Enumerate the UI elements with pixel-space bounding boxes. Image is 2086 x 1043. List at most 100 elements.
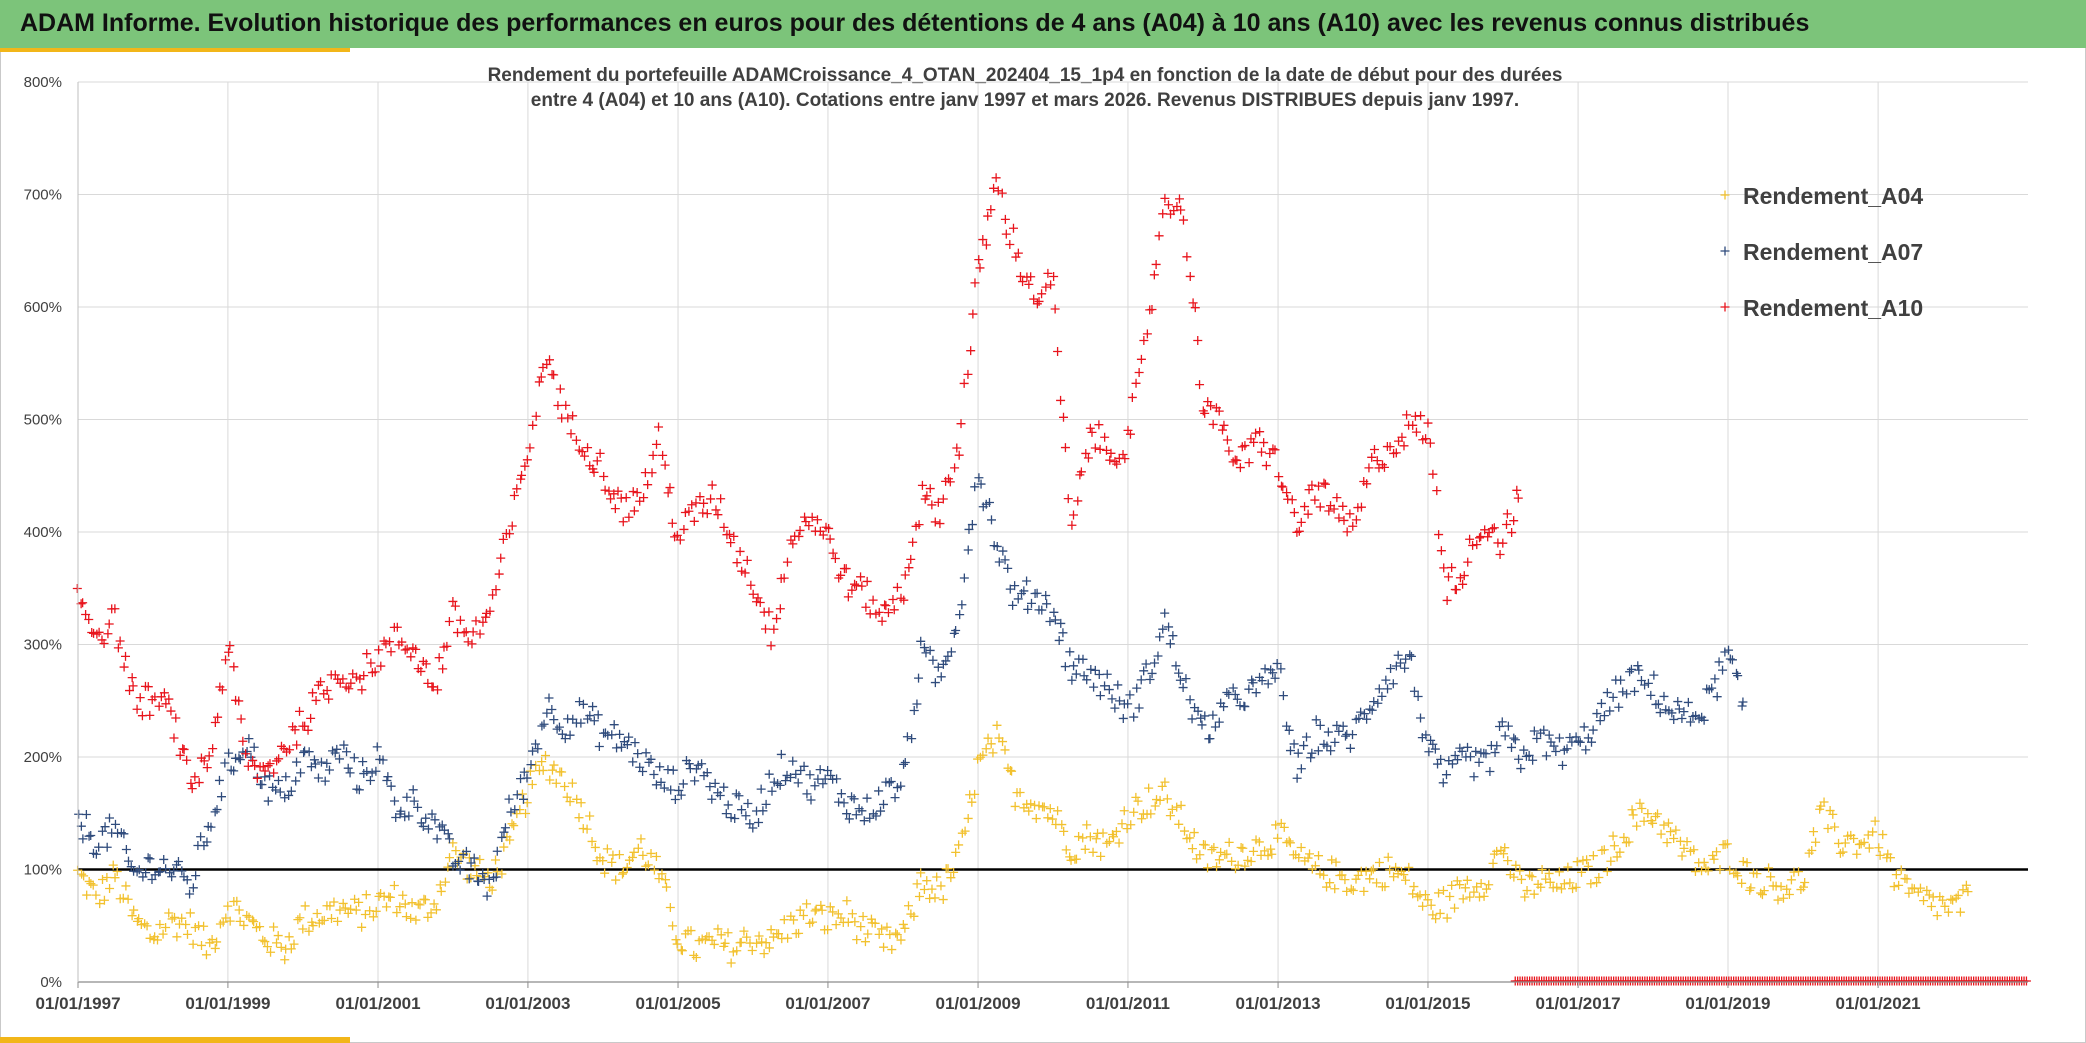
data-point: [1332, 493, 1342, 503]
data-point: [1635, 798, 1645, 808]
data-point: [659, 783, 669, 793]
data-point: [482, 891, 492, 901]
data-point: [260, 937, 270, 947]
data-point: [383, 772, 393, 782]
data-point: [747, 946, 757, 956]
data-point: [232, 896, 242, 906]
data-point: [105, 884, 115, 894]
data-point: [758, 806, 768, 816]
data-point: [135, 693, 145, 703]
data-point: [509, 491, 519, 501]
data-point: [774, 929, 784, 939]
data-point: [275, 787, 285, 797]
data-point: [567, 778, 577, 788]
data-point: [242, 910, 252, 920]
data-point: [649, 865, 659, 875]
data-point: [622, 740, 632, 750]
data-point: [1554, 733, 1564, 743]
data-point: [263, 796, 273, 806]
data-point: [324, 765, 334, 775]
data-point: [992, 541, 1002, 551]
data-point: [859, 816, 869, 826]
data-point: [242, 747, 252, 757]
data-point: [494, 569, 504, 579]
data-point: [1278, 482, 1288, 492]
data-point: [362, 649, 372, 659]
data-point: [772, 614, 782, 624]
data-point: [1571, 732, 1581, 742]
data-point: [438, 664, 448, 674]
data-point: [1232, 455, 1242, 465]
data-point: [585, 811, 595, 821]
data-point: [588, 702, 598, 712]
data-point: [1438, 885, 1448, 895]
data-point: [900, 758, 910, 768]
data-point: [1132, 683, 1142, 693]
data-point: [1596, 698, 1606, 708]
data-point: [400, 812, 410, 822]
data-point: [547, 704, 557, 714]
data-point: [898, 919, 908, 929]
data-point: [675, 535, 685, 545]
data-point: [828, 907, 838, 917]
data-point: [330, 670, 340, 680]
data-point: [1356, 502, 1366, 512]
data-point: [1185, 833, 1195, 843]
data-point: [119, 662, 129, 672]
data-point: [361, 890, 371, 900]
data-point: [1109, 832, 1119, 842]
data-point: [1388, 679, 1398, 689]
data-point: [1366, 866, 1376, 876]
data-point: [1057, 820, 1067, 830]
data-point: [229, 662, 239, 672]
data-point: [171, 713, 181, 723]
data-point: [949, 867, 959, 877]
data-point: [292, 757, 302, 767]
data-point: [1046, 280, 1056, 290]
data-point: [614, 850, 624, 860]
data-point: [1492, 846, 1502, 856]
x-tick-label: 01/01/2019: [1685, 994, 1770, 1013]
data-point: [1112, 459, 1122, 469]
data-point: [221, 655, 231, 665]
data-point: [1423, 418, 1433, 428]
data-point: [878, 799, 888, 809]
data-point: [250, 761, 260, 771]
data-point: [1235, 463, 1245, 473]
data-point: [1222, 849, 1232, 859]
data-point: [636, 834, 646, 844]
data-point: [1029, 294, 1039, 304]
data-point: [1303, 853, 1313, 863]
data-point: [707, 935, 717, 945]
data-point: [1266, 844, 1276, 854]
data-point: [104, 619, 114, 629]
data-point: [1324, 506, 1334, 516]
data-point: [795, 905, 805, 915]
data-point: [1296, 764, 1306, 774]
data-point: [386, 647, 396, 657]
data-point: [1329, 504, 1339, 514]
data-point: [1310, 861, 1320, 871]
data-point: [686, 926, 696, 936]
data-point: [234, 753, 244, 763]
data-point: [418, 821, 428, 831]
data-point: [1095, 444, 1105, 454]
data-point: [1164, 622, 1174, 632]
data-point: [1292, 527, 1302, 537]
data-point: [808, 917, 818, 927]
data-point: [1346, 884, 1356, 894]
data-point: [711, 505, 721, 515]
data-point: [1608, 692, 1618, 702]
data-point: [263, 761, 273, 771]
data-point: [1653, 809, 1663, 819]
data-point: [1106, 448, 1116, 458]
data-point: [1053, 806, 1063, 816]
data-point: [1195, 850, 1205, 860]
data-point: [158, 929, 168, 939]
data-point: [206, 822, 216, 832]
data-point: [1282, 488, 1292, 498]
data-point: [309, 755, 319, 765]
data-point: [1500, 731, 1510, 741]
data-point: [79, 871, 89, 881]
data-point: [933, 662, 943, 672]
